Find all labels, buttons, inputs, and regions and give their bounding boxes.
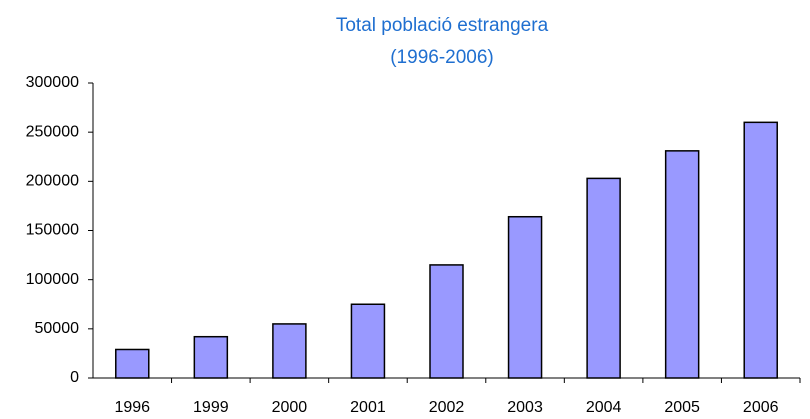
x-tick-label: 2004 <box>586 399 622 416</box>
y-tick-label: 150000 <box>26 222 79 239</box>
x-tick-label: 1996 <box>114 399 150 416</box>
bar <box>743 121 778 379</box>
bar <box>272 323 307 379</box>
chart-title: Total població estrangera <box>336 15 549 36</box>
y-tick-label: 50000 <box>35 320 80 337</box>
x-tick-label: 2000 <box>272 399 308 416</box>
y-tick-label: 0 <box>70 369 79 386</box>
x-tick-label: 2002 <box>429 399 465 416</box>
x-tick-label: 2006 <box>743 399 779 416</box>
y-tick-label: 250000 <box>26 123 79 140</box>
bar <box>429 264 464 379</box>
y-tick-label: 100000 <box>26 271 79 288</box>
bar <box>193 335 229 379</box>
bar <box>115 348 150 379</box>
x-tick-label: 2005 <box>664 399 700 416</box>
bar <box>586 177 621 379</box>
bar <box>664 150 700 379</box>
chart-subtitle: (1996-2006) <box>390 47 494 68</box>
x-tick-label: 2001 <box>350 399 386 416</box>
x-tick-label: 2003 <box>507 399 543 416</box>
bar <box>507 215 543 379</box>
x-tick-label: 1999 <box>193 399 229 416</box>
y-tick-label: 200000 <box>26 173 79 190</box>
bar <box>350 303 386 379</box>
y-tick-label: 300000 <box>26 74 79 91</box>
